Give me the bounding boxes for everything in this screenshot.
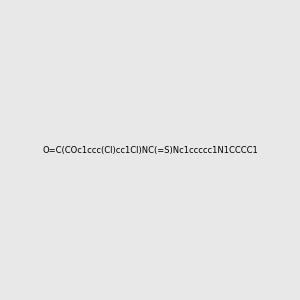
Text: O=C(COc1ccc(Cl)cc1Cl)NC(=S)Nc1ccccc1N1CCCC1: O=C(COc1ccc(Cl)cc1Cl)NC(=S)Nc1ccccc1N1CC…: [42, 146, 258, 154]
